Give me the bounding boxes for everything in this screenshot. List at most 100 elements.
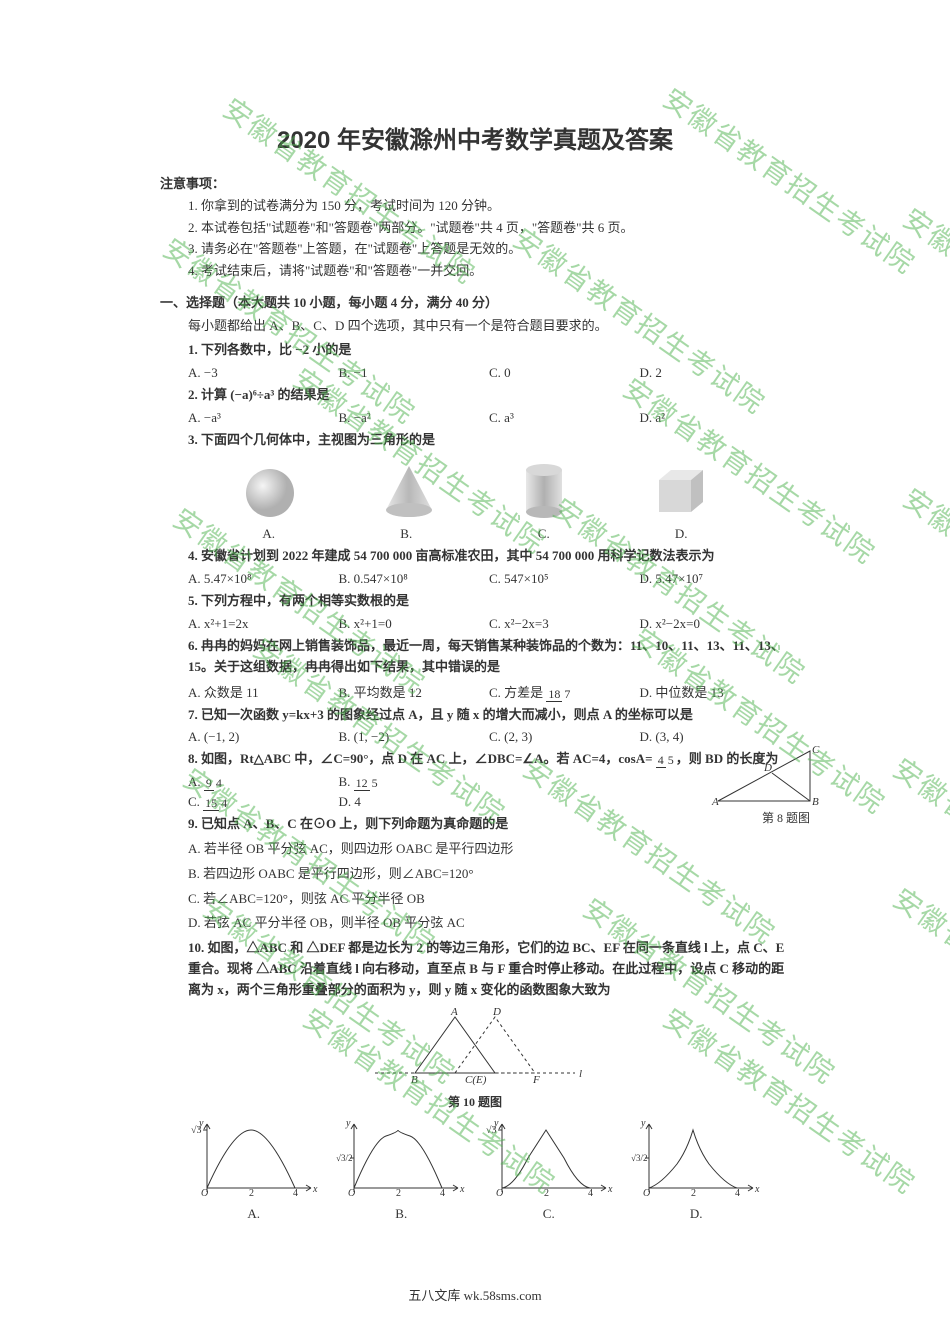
q10-label-b: B. [328,1206,476,1222]
fraction: 187 [546,688,572,700]
q6-opt-c: C. 方差是 187 [489,682,640,701]
q6-opt-b: B. 平均数是 12 [339,682,490,701]
q3-shapes [160,454,790,526]
q8-stem: 8. 如图，Rt△ABC 中，∠C=90°，点 D 在 AC 上，∠DBC=∠A… [160,749,790,770]
svg-text:y: y [493,1118,499,1129]
sphere-icon [243,466,297,524]
q4-opt-a: A. 5.47×10⁸ [188,571,339,587]
section-header: 一、选择题（本大题共 10 小题，每小题 4 分，满分 40 分） [160,292,790,311]
q10-label-c: C. [475,1206,623,1222]
q1-opt-d: D. 2 [640,365,791,381]
svg-text:O: O [348,1188,355,1198]
q9-opt-b: B. 若四边形 OABC 是平行四边形，则∠ABC=120° [160,864,790,885]
q1-opt-a: A. −3 [188,365,339,381]
svg-text:O: O [643,1188,650,1198]
svg-text:x: x [459,1184,465,1195]
q7-opt-a: A. (−1, 2) [188,729,339,745]
instructions-label: 注意事项： [160,173,790,192]
q4-opt-d: D. 5.47×10⁷ [640,571,791,587]
q10-graph-c: √3 O 2 4 x y [484,1118,614,1202]
q5-opt-b: B. x²+1=0 [339,616,490,632]
svg-text:√3/2: √3/2 [336,1153,352,1163]
svg-text:x: x [312,1184,318,1195]
q8-opt-c: C. 154 [188,794,339,810]
q1-opt-c: C. 0 [489,365,640,381]
q7-opt-c: C. (2, 3) [489,729,640,745]
svg-text:y: y [345,1118,351,1129]
q4-options: A. 5.47×10⁸ B. 0.547×10⁸ C. 547×10⁵ D. 5… [160,571,790,587]
svg-text:2: 2 [396,1188,401,1198]
q5-opt-d: D. x²−2x=0 [640,616,791,632]
svg-text:O: O [201,1188,208,1198]
instruction-item: 3. 请务必在"答题卷"上答题，在"试题卷"上答题是无效的。 [188,239,790,259]
svg-text:2: 2 [249,1188,254,1198]
q1-opt-b: B. −1 [339,365,490,381]
svg-text:4: 4 [440,1188,445,1198]
q9-stem: 9. 已知点 A、B、C 在⊙O 上，则下列命题为真命题的是 [160,814,790,835]
q10-caption: 第 10 题图 [160,1093,790,1110]
q3-label-b: B. [338,526,476,542]
q10-figure: B C(E) F A D l [160,1007,790,1091]
footer: 五八文库 wk.58sms.com [0,1285,950,1304]
svg-text:4: 4 [293,1188,298,1198]
svg-text:2: 2 [691,1188,696,1198]
q5-opt-a: A. x²+1=2x [188,616,339,632]
q8-opt-b: B. 125 [339,774,490,790]
q10-label-a: A. [180,1206,328,1222]
svg-text:O: O [496,1188,503,1198]
page-title: 2020 年安徽滁州中考数学真题及答案 [160,120,790,155]
q8-opt-a: A. 94 [188,774,339,790]
q2-stem: 2. 计算 (−a)⁶÷a³ 的结果是 [160,385,790,406]
q8-opt-d: D. 4 [339,794,490,810]
q9-opt-a: A. 若半径 OB 平分弦 AC，则四边形 OABC 是平行四边形 [160,839,790,860]
q10-graphs: √3 O 2 4 x y √3/2 O 2 [160,1118,790,1202]
svg-text:4: 4 [735,1188,740,1198]
svg-text:x: x [607,1184,613,1195]
svg-text:√3/2: √3/2 [631,1153,647,1163]
q5-opt-c: C. x²−2x=3 [489,616,640,632]
q7-stem: 7. 已知一次函数 y=kx+3 的图象经过点 A，且 y 随 x 的增大而减小… [160,705,790,726]
q6-opt-d: D. 中位数是 13 [640,682,791,701]
q3-stem: 3. 下面四个几何体中，主视图为三角形的是 [160,430,790,451]
q3-label-c: C. [475,526,613,542]
fraction: 45 [656,754,676,766]
instruction-item: 2. 本试卷包括"试题卷"和"答题卷"两部分。"试题卷"共 4 页，"答题卷"共… [188,218,790,238]
q10-graph-b: √3/2 O 2 4 x y [336,1118,466,1202]
q6-opt-a: A. 众数是 11 [188,682,339,701]
q4-opt-c: C. 547×10⁵ [489,571,640,587]
svg-text:4: 4 [588,1188,593,1198]
cylinder-icon [522,462,566,524]
svg-text:C: C [812,744,820,756]
q2-opt-a: A. −a³ [188,410,339,426]
page: 2020 年安徽滁州中考数学真题及答案 注意事项： 1. 你拿到的试卷满分为 1… [0,0,950,1262]
q10-graph-a: √3 O 2 4 x y [189,1118,319,1202]
q2-opt-b: B. −a² [339,410,490,426]
section-note: 每小题都给出 A、B、C、D 四个选项，其中只有一个是符合题目要求的。 [160,315,790,334]
q5-options: A. x²+1=2x B. x²+1=0 C. x²−2x=3 D. x²−2x… [160,616,790,632]
svg-text:C(E): C(E) [465,1074,487,1086]
q10-graph-d: √3/2 O 2 4 x y [631,1118,761,1202]
q6-stem: 6. 冉冉的妈妈在网上销售装饰品，最近一周，每天销售某种装饰品的个数为：11、1… [160,636,790,678]
q10-label-d: D. [623,1206,771,1222]
q8-options-row2: C. 154 D. 4 [160,794,790,810]
q7-options: A. (−1, 2) B. (1, −2) C. (2, 3) D. (3, 4… [160,729,790,745]
q10-labels: A. B. C. D. [160,1202,790,1222]
instruction-item: 1. 你拿到的试卷满分为 150 分，考试时间为 120 分钟。 [188,196,790,216]
svg-text:F: F [532,1074,540,1086]
svg-text:D: D [763,762,772,774]
q8-block: 8. 如图，Rt△ABC 中，∠C=90°，点 D 在 AC 上，∠DBC=∠A… [160,749,790,810]
q9-opt-c: C. 若∠ABC=120°，则弦 AC 平分半径 OB [160,889,790,910]
svg-text:l: l [579,1068,582,1080]
q2-opt-c: C. a³ [489,410,640,426]
q2-opt-d: D. a² [640,410,791,426]
q8-figure: A B C D [710,743,820,812]
svg-text:2: 2 [544,1188,549,1198]
svg-text:x: x [754,1184,760,1195]
svg-text:B: B [411,1074,418,1086]
svg-text:y: y [640,1118,646,1129]
instruction-item: 4. 考试结束后，请将"试题卷"和"答题卷"一并交回。 [188,261,790,281]
q6-options: A. 众数是 11 B. 平均数是 12 C. 方差是 187 D. 中位数是 … [160,682,790,701]
q3-labels: A. B. C. D. [160,526,790,546]
q8-options-row1: A. 94 B. 125 [160,774,790,790]
q9-opt-d: D. 若弦 AC 平分半径 OB，则半径 OB 平分弦 AC [160,913,790,934]
